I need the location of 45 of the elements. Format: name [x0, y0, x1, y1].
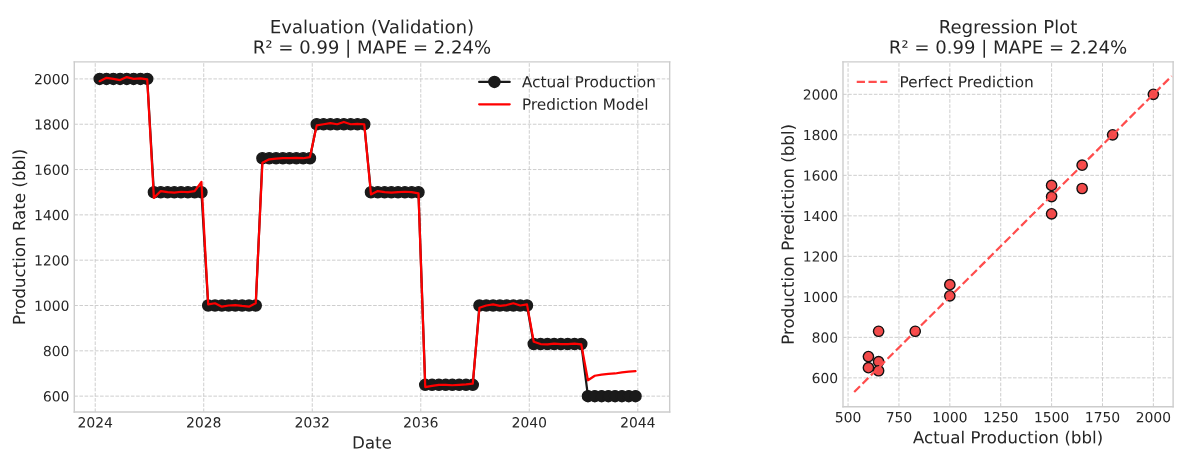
x-tick-label: 2040	[512, 417, 547, 428]
y-tick-label: 1200	[804, 251, 838, 262]
x-tick-label: 500	[835, 411, 861, 423]
point	[862, 350, 875, 363]
y-tick-label: 1000	[804, 291, 838, 303]
x-tick-label: 750	[886, 411, 912, 423]
y-tick-label: 800	[812, 332, 838, 343]
y-tick-label: 1600	[35, 164, 69, 176]
x-tick-label: 2044	[621, 417, 655, 428]
y-tick-label: 600	[812, 372, 838, 384]
point	[1045, 179, 1058, 192]
point	[1045, 207, 1058, 220]
x-tick-label: 1250	[984, 411, 1018, 423]
x-tick-label: 1500	[1035, 411, 1069, 423]
x-axis-title: Actual Production (bbl)	[913, 430, 1102, 446]
x-axis-title: Date	[353, 436, 392, 449]
legend-label: Perfect Prediction	[901, 75, 1033, 88]
point	[943, 278, 956, 291]
y-tick-label: 2000	[803, 89, 838, 100]
y-tick-label: 2000	[35, 73, 69, 85]
legend-label: Prediction Model	[523, 98, 648, 110]
x-tick-label: 2032	[295, 417, 329, 428]
y-axis-title: Production Prediction (bbl)	[781, 125, 796, 344]
y-tick-label: 1600	[804, 170, 838, 181]
point	[862, 361, 875, 374]
y-tick-label: 600	[43, 391, 69, 402]
y-tick-label: 800	[43, 345, 69, 357]
x-tick-label: 2036	[404, 417, 438, 428]
y-axis-title: Production Rate (bbl)	[12, 150, 28, 324]
y-tick-label: 1000	[35, 300, 69, 311]
legend-label: Actual Production	[522, 75, 655, 88]
point	[1076, 182, 1088, 195]
chart-title: Evaluation (Validation) R² = 0.99 | MAPE = 2.24%	[254, 19, 491, 58]
x-tick-label: 2028	[187, 417, 221, 428]
y-tick-label: 1800	[804, 129, 838, 141]
y-tick-label: 1400	[35, 209, 69, 221]
x-tick-label: 1000	[933, 411, 967, 423]
x-tick-label: 2000	[1136, 411, 1171, 423]
y-tick-label: 1200	[35, 255, 69, 266]
point	[872, 325, 885, 338]
y-tick-label: 1800	[35, 119, 69, 130]
chart-title: Regression Plot R² = 0.99 | MAPE = 2.24%	[890, 19, 1127, 58]
y-tick-label: 1400	[804, 210, 838, 222]
x-tick-label: 2024	[78, 417, 113, 428]
x-tick-label: 1750	[1086, 411, 1120, 423]
